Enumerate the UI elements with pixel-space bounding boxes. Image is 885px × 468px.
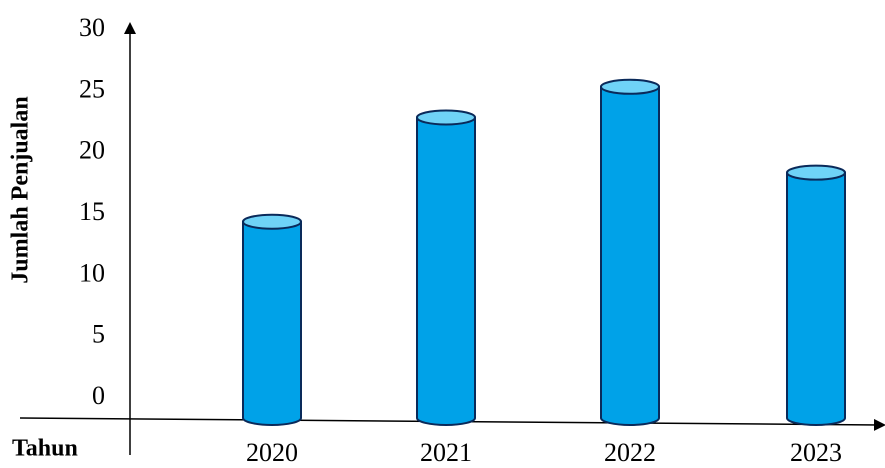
y-tick-label: 30 xyxy=(79,13,105,42)
y-tick-label: 10 xyxy=(79,258,105,287)
x-tick-label: 2022 xyxy=(604,438,656,467)
x-axis-label: Tahun xyxy=(12,436,78,462)
bar-top xyxy=(416,109,476,126)
bar xyxy=(600,85,660,426)
y-tick-label: 0 xyxy=(92,381,105,410)
bar-top xyxy=(600,78,660,95)
bar-top xyxy=(786,164,846,181)
bar-top xyxy=(242,213,302,230)
y-tick-label: 20 xyxy=(79,136,105,165)
y-tick-label: 5 xyxy=(92,320,105,349)
y-tick-label: 25 xyxy=(79,74,105,103)
x-tick-label: 2023 xyxy=(790,438,842,467)
x-tick-label: 2020 xyxy=(246,438,298,467)
x-tick-label: 2021 xyxy=(420,438,472,467)
bar xyxy=(242,220,302,426)
bar xyxy=(416,116,476,426)
y-tick-label: 15 xyxy=(79,197,105,226)
bar xyxy=(786,171,846,426)
y-axis-label: Jumlah Penjualan xyxy=(8,96,34,283)
